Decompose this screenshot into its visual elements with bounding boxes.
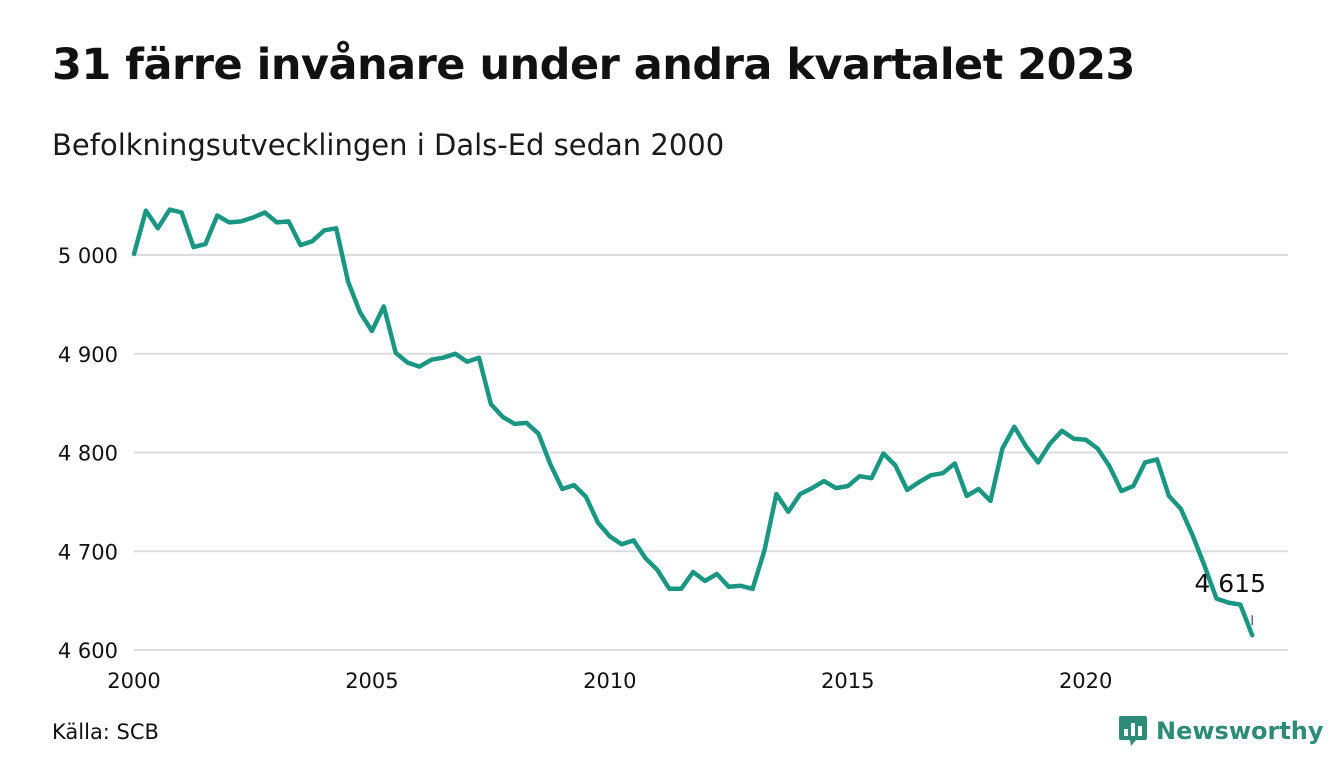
chart-subtitle: Befolkningsutvecklingen i Dals-Ed sedan …	[52, 128, 725, 162]
x-tick-label: 2015	[821, 669, 874, 693]
source-label: Källa: SCB	[52, 720, 159, 744]
newsworthy-logo: Newsworthy	[1118, 714, 1324, 748]
series-line	[131, 207, 1255, 638]
y-tick-label: 4 700	[58, 540, 118, 564]
chart-title: 31 färre invånare under andra kvartalet …	[52, 40, 1135, 90]
x-tick-label: 2020	[1059, 669, 1112, 693]
x-tick-label: 2005	[345, 669, 398, 693]
y-tick-label: 5 000	[58, 244, 118, 268]
series-layer	[131, 207, 1255, 638]
x-axis-ticks: 2000 2005 2010 2015 2020	[107, 669, 1112, 693]
x-tick-label: 2010	[583, 669, 636, 693]
y-axis-ticks: 5 000 4 900 4 800 4 700 4 600	[58, 244, 118, 663]
annotation-layer: 4 615	[1194, 569, 1266, 626]
bar-chart-logo-icon	[1119, 716, 1147, 746]
y-tick-label: 4 900	[58, 343, 118, 367]
grid-lines	[134, 254, 1288, 651]
y-tick-label: 4 600	[58, 639, 118, 663]
y-tick-label: 4 800	[58, 442, 118, 466]
brand-name: Newsworthy	[1156, 717, 1324, 745]
last-value-label: 4 615	[1194, 569, 1266, 598]
x-tick-label: 2000	[107, 669, 160, 693]
